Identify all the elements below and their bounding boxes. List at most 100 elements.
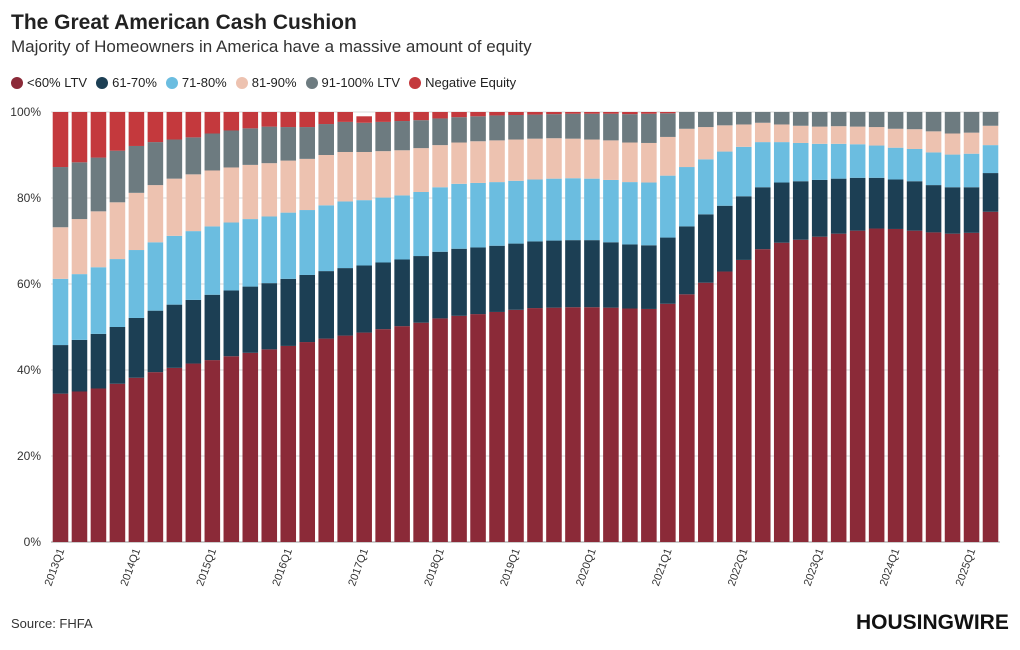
bar-segment — [451, 117, 467, 143]
bar-segment — [887, 128, 904, 148]
bar-segment — [223, 222, 240, 291]
bar-segment — [773, 182, 790, 243]
bar-segment — [982, 173, 999, 212]
bar-segment — [546, 114, 562, 139]
bar-segment — [109, 202, 126, 260]
x-tick-label: 2017Q1 — [346, 547, 371, 588]
chart-legend: <60% LTV 61-70% 71-80% 81-90% 91-100% LTV Neg… — [11, 75, 516, 90]
bar-segment — [128, 192, 145, 251]
bar-segment — [280, 345, 297, 542]
bar-segment — [470, 182, 486, 248]
x-tick-label: 2014Q1 — [119, 547, 144, 588]
chart-subtitle: Majority of Homeowners in America have a… — [11, 37, 532, 56]
bar-segment — [318, 271, 334, 339]
bar-segment — [868, 145, 885, 178]
bar-segment — [166, 367, 183, 542]
legend-swatch — [165, 76, 178, 89]
legend-item: <60% LTV — [11, 75, 87, 90]
bar-segment — [603, 112, 619, 114]
bar-segment — [489, 112, 505, 116]
bar-segment — [413, 112, 429, 121]
legend-item: 91-100% LTV — [305, 75, 400, 90]
bar-segment — [565, 113, 581, 139]
bar-segment — [679, 112, 695, 129]
bar-segment — [527, 308, 543, 542]
bar-segment — [887, 228, 904, 542]
bar-segment — [90, 333, 107, 389]
bar-segment — [52, 393, 69, 542]
bar-segment — [925, 131, 942, 153]
bar-segment — [375, 197, 391, 263]
bar-segment — [792, 125, 809, 143]
bar-segment — [489, 115, 505, 141]
bar-segment — [527, 179, 543, 242]
bar-segment — [90, 388, 107, 542]
bar-segment — [451, 315, 467, 542]
bar-segment — [887, 179, 904, 229]
bar-segment — [109, 112, 126, 151]
bar-segment — [413, 191, 429, 257]
legend-label: 81-90% — [251, 75, 297, 90]
legend-swatch — [409, 76, 422, 89]
bar-segment — [830, 233, 847, 542]
bar-segment — [356, 151, 372, 201]
bar-segment — [109, 327, 126, 384]
y-tick-label: 0% — [24, 535, 42, 549]
bar-segment — [925, 112, 942, 132]
bar-segment — [565, 112, 581, 114]
bar-segment — [622, 114, 638, 143]
bar-segment — [508, 180, 524, 244]
bar-segment — [527, 114, 543, 139]
bar-segment — [754, 122, 771, 143]
bar-segment — [698, 159, 714, 215]
bar-segment — [660, 237, 676, 304]
bar-segment — [223, 112, 240, 131]
bar-segment — [52, 167, 69, 228]
bar-segment — [811, 143, 828, 180]
bar-segment — [299, 274, 316, 343]
bar-segment — [185, 299, 202, 364]
bar-segment — [641, 308, 657, 542]
bar-segment — [792, 181, 809, 240]
bar-segment — [944, 233, 961, 542]
bar-segment — [622, 182, 638, 245]
bar-segment — [527, 138, 543, 180]
bar-segment — [698, 282, 714, 542]
x-tick-label: 2016Q1 — [270, 547, 295, 588]
bar-segment — [394, 121, 410, 151]
bar-segment — [925, 232, 942, 542]
bar-segment — [641, 112, 657, 114]
bar-segment — [337, 112, 353, 122]
bar-segment — [660, 113, 676, 137]
brand-logo: HOUSINGWIRE — [856, 611, 1009, 634]
bar-segment — [147, 112, 164, 143]
bar-segment — [261, 163, 278, 217]
bar-segment — [868, 228, 885, 542]
bar-segment — [717, 125, 733, 152]
bar-segment — [261, 126, 278, 164]
bar-segment — [603, 179, 619, 243]
bar-segment — [166, 178, 183, 236]
bar-segment — [318, 338, 334, 542]
x-tick-label: 2013Q1 — [43, 547, 68, 588]
legend-swatch — [305, 76, 318, 89]
bar-segment — [394, 195, 410, 260]
bar-segment — [223, 167, 240, 223]
bar-segment — [280, 112, 297, 128]
bar-segment — [394, 326, 410, 542]
y-tick-label: 100% — [10, 105, 41, 119]
bar-segment — [128, 145, 145, 193]
bar-segment — [280, 160, 297, 213]
bar-segment — [944, 187, 961, 234]
bar-segment — [735, 259, 752, 542]
bar-segment — [641, 245, 657, 309]
bar-segment — [451, 183, 467, 249]
bar-segment — [337, 268, 353, 336]
bar-segment — [318, 112, 334, 125]
bar-segment — [906, 129, 923, 149]
x-tick-label: 2023Q1 — [802, 547, 827, 588]
bar-segment — [299, 210, 316, 275]
bar-segment — [925, 152, 942, 186]
bar-segment — [830, 126, 847, 144]
bar-segment — [982, 211, 999, 542]
